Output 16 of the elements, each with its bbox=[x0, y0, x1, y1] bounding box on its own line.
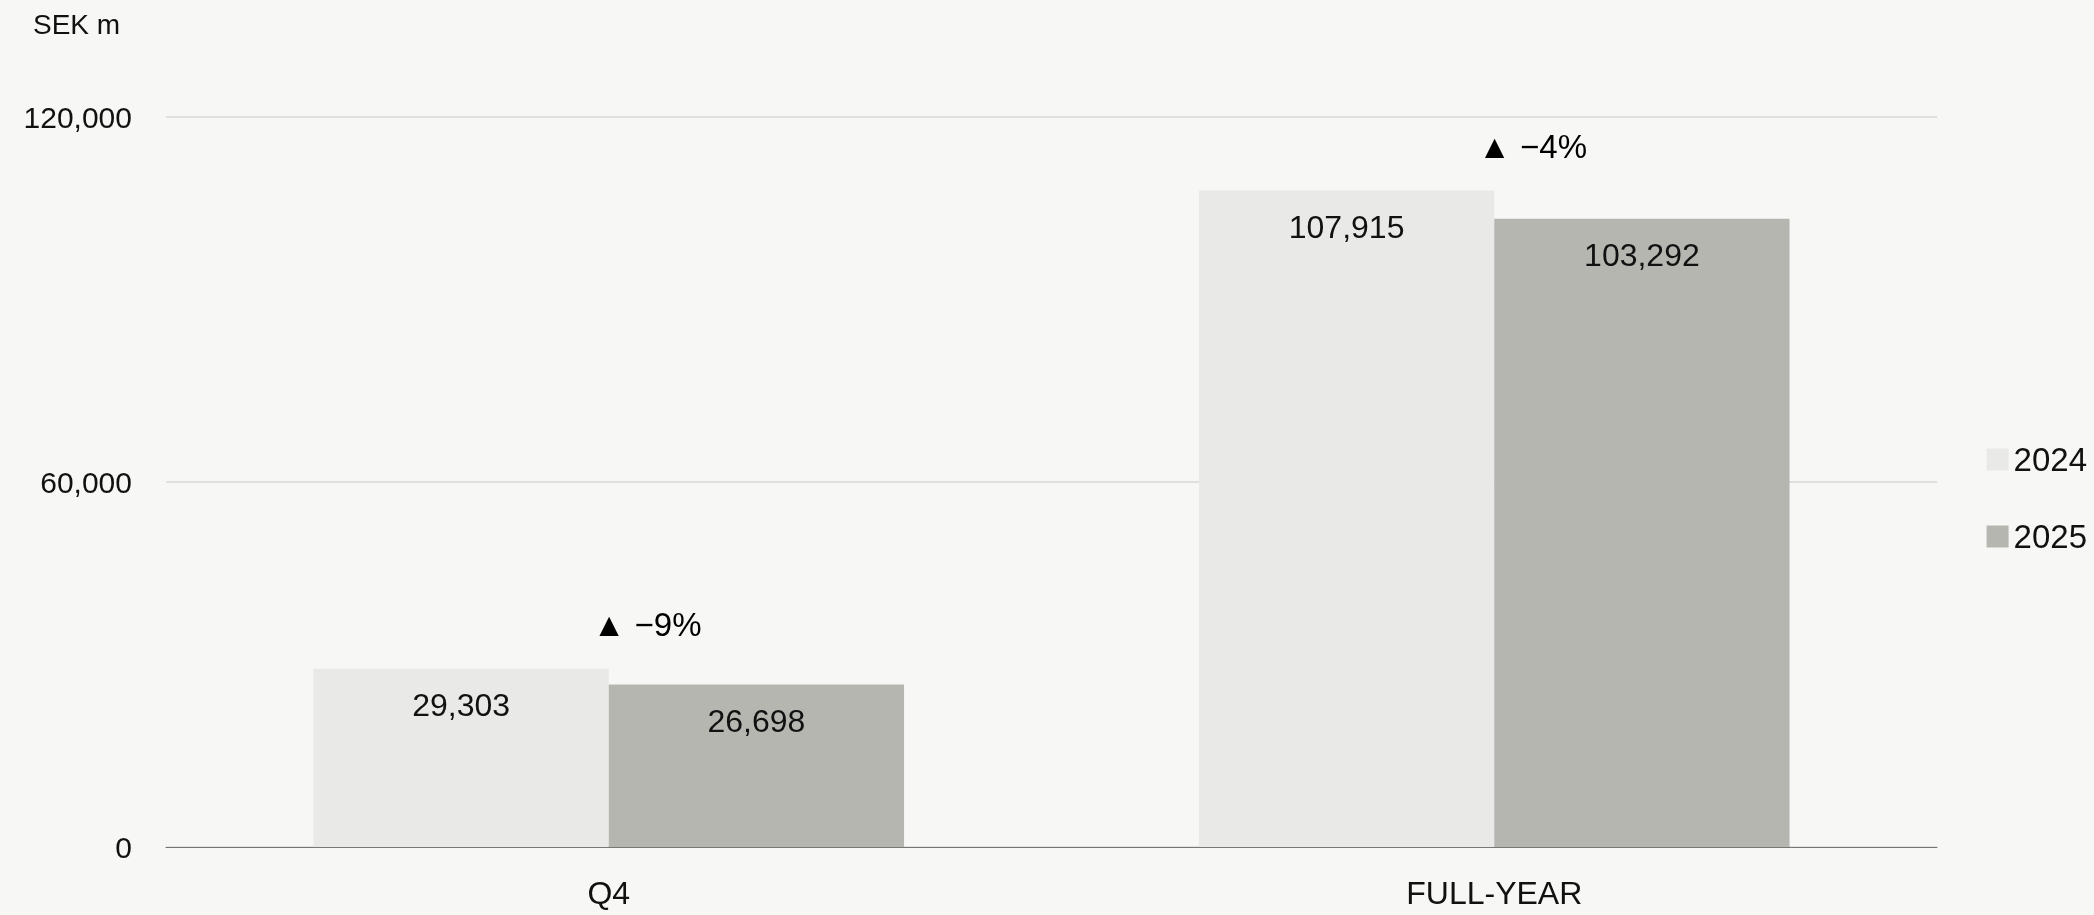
bar bbox=[1494, 218, 1790, 847]
annotation: ▲ −9% bbox=[592, 606, 702, 644]
x-tick-label: FULL-YEAR bbox=[1406, 875, 1583, 911]
legend-label: 2025 bbox=[2013, 518, 2088, 555]
data-label: 107,915 bbox=[1288, 208, 1405, 245]
legend-label: 2024 bbox=[2013, 441, 2088, 478]
x-tick-label: Q4 bbox=[587, 875, 631, 911]
y-tick-label: 0 bbox=[115, 830, 132, 864]
data-label: 26,698 bbox=[707, 702, 806, 739]
annotation: ▲ −4% bbox=[1478, 128, 1588, 166]
bar bbox=[608, 684, 905, 847]
y-axis-title: SEK m bbox=[33, 8, 121, 40]
data-label: 29,303 bbox=[412, 686, 511, 723]
data-label: 103,292 bbox=[1584, 236, 1700, 273]
y-tick-label: 60,000 bbox=[40, 465, 132, 499]
y-tick-label: 120,000 bbox=[23, 100, 132, 134]
